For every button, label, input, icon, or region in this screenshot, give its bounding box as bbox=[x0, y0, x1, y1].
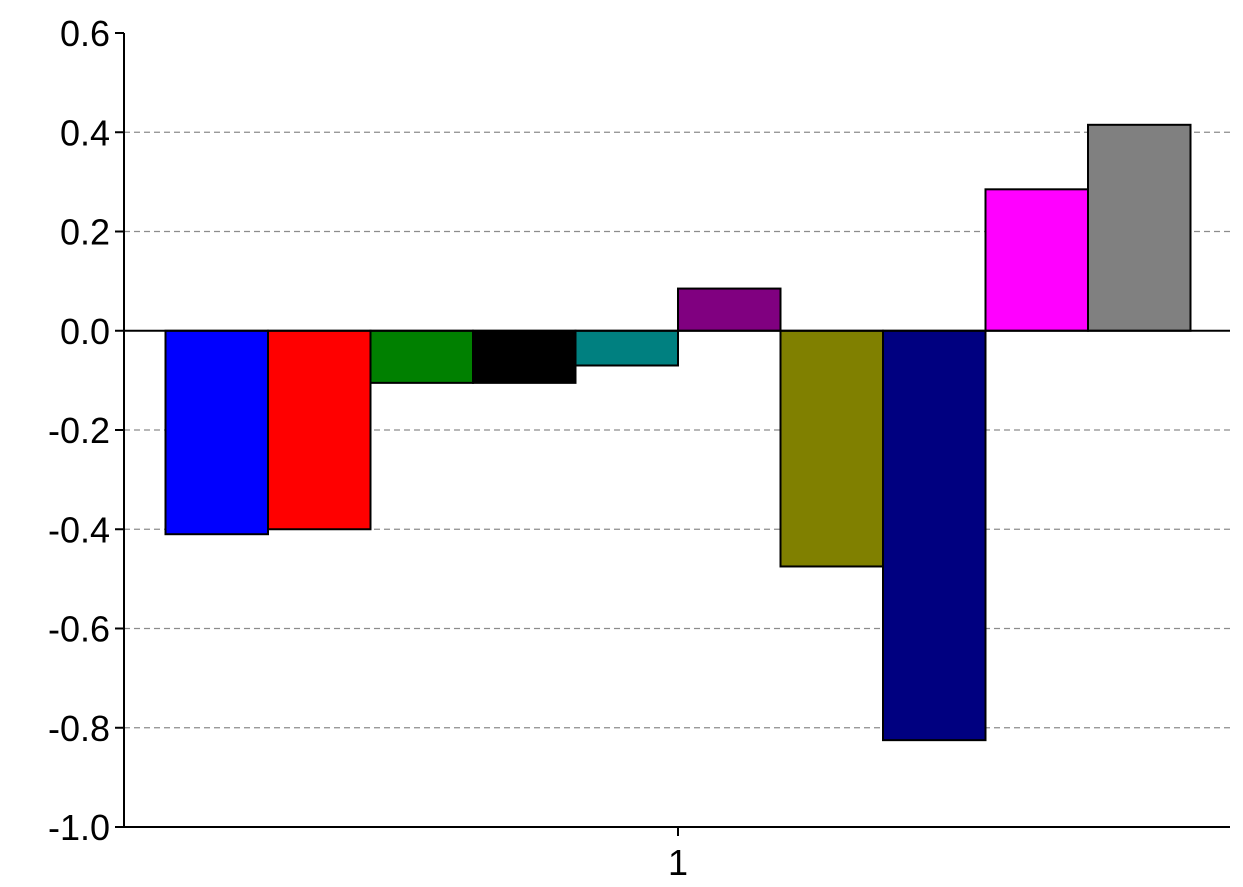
bars bbox=[164, 123, 1192, 742]
x-tick-label: 1 bbox=[668, 842, 688, 883]
x-axis-ticks: 1 bbox=[668, 827, 688, 883]
y-tick-label: -0.6 bbox=[48, 609, 110, 650]
y-tick-label: 0.2 bbox=[60, 212, 110, 253]
y-tick-label: -0.8 bbox=[48, 708, 110, 749]
bar bbox=[882, 329, 987, 742]
y-tick-label: 0.0 bbox=[60, 311, 110, 352]
bar bbox=[574, 329, 679, 367]
bar bbox=[984, 188, 1089, 332]
bar bbox=[369, 329, 474, 384]
bar bbox=[1087, 123, 1192, 332]
bar bbox=[164, 329, 269, 536]
y-tick-label: -1.0 bbox=[48, 807, 110, 848]
y-tick-label: 0.6 bbox=[60, 13, 110, 54]
bar bbox=[267, 329, 372, 531]
y-axis-ticks: 0.6 0.4 0.2 0.0 -0.2 -0.4 -0.6 -0.8 -1.0 bbox=[48, 13, 124, 848]
y-tick-label: -0.4 bbox=[48, 509, 110, 550]
bar bbox=[677, 287, 782, 332]
y-tick-label: -0.2 bbox=[48, 410, 110, 451]
y-tick-label: 0.4 bbox=[60, 112, 110, 153]
bar bbox=[779, 329, 884, 568]
bar bbox=[472, 329, 577, 384]
